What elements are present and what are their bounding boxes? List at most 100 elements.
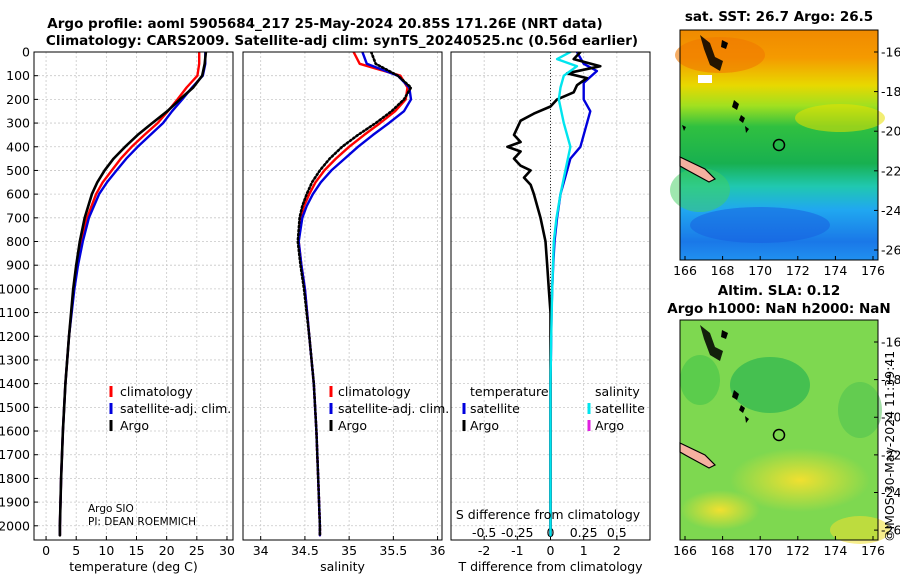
series-line-argo: [296, 52, 413, 537]
x-tick-label: -2: [478, 543, 490, 558]
x-tick-label: 5: [72, 543, 80, 558]
legend-satellite-label: satellite-adj. clim.: [120, 401, 231, 416]
map-y-tick-label: -22: [881, 447, 900, 462]
x-tick-label: -1: [511, 543, 523, 558]
salinity-x-axis-label: salinity: [320, 559, 365, 574]
difference-frame: [450, 51, 651, 541]
annotation-pi: PI: DEAN ROEMMICH: [88, 516, 196, 528]
sla-map-frame: [679, 319, 879, 541]
salinity-panel: 34 34.5 35 35.5 36 salinity: [242, 51, 446, 574]
map-y-tick-label: -26: [881, 523, 900, 538]
sst-map: [670, 30, 885, 260]
chart-title-line1: Argo profile: aoml 5905684_217 25-May-20…: [47, 16, 602, 32]
temperature-frame: [33, 51, 234, 541]
map-x-tick-label: 174: [823, 263, 847, 278]
y-tick-label: 900: [6, 258, 30, 273]
y-tick-label: 1800: [0, 471, 30, 486]
temperature-legend: climatology satellite-adj. clim. Argo: [109, 384, 231, 433]
x-tick-label: 0: [547, 543, 555, 558]
y-tick-label: 2000: [0, 518, 30, 533]
top-tick-label: 0.25: [570, 525, 598, 540]
map-y-tick-label: -24: [881, 485, 900, 500]
top-tick-label: 0.5: [607, 525, 627, 540]
temperature-panel: 0 5 10 15 20 25 30 temperature (deg C): [33, 51, 235, 574]
legend-sal-argo-label: Argo: [595, 418, 624, 433]
map-y-tick-label: -24: [881, 203, 900, 218]
map-x-tick-label: 170: [748, 263, 772, 278]
sla-map: [679, 320, 890, 544]
y-tick-label: 1500: [0, 400, 30, 415]
annotation-argo-sio: Argo SIO: [88, 503, 134, 515]
x-tick-label: 20: [159, 543, 175, 558]
x-tick-label: 2: [613, 543, 621, 558]
map-x-tick-label: 172: [786, 543, 810, 558]
legend-salinity-title: salinity: [595, 384, 640, 399]
legend-climatology-label: climatology: [338, 384, 411, 399]
sla-map-title-line2: Argo h1000: NaN h2000: NaN: [667, 301, 890, 317]
legend-temperature-title: temperature: [470, 384, 549, 399]
y-tick-label: 200: [6, 92, 30, 107]
legend-argo-label: Argo: [120, 418, 149, 433]
chart-title-line2: Climatology: CARS2009. Satellite-adj cli…: [46, 33, 638, 49]
x-tick-label: 10: [98, 543, 114, 558]
y-tick-label: 1000: [0, 281, 30, 296]
y-tick-label: 1600: [0, 424, 30, 439]
sla-argo-position-marker: [772, 428, 786, 442]
map-y-tick-label: -20: [881, 124, 900, 139]
x-tick-label: 1: [580, 543, 588, 558]
y-tick-label: 400: [6, 139, 30, 154]
legend-climatology-label: climatology: [120, 384, 193, 399]
series-line-argo: [58, 52, 208, 537]
map-x-tick-label: 176: [861, 543, 885, 558]
y-tick-label: 1400: [0, 376, 30, 391]
map-x-tick-label: 168: [711, 263, 735, 278]
top-tick-label: -0.5: [472, 525, 496, 540]
map-x-tick-label: 172: [786, 263, 810, 278]
legend-sal-satellite-label: satellite: [595, 401, 645, 416]
map-x-tick-label: 166: [673, 543, 697, 558]
difference-top-axis-label: S difference from climatology: [456, 507, 641, 522]
x-tick-label: 35: [341, 543, 357, 558]
x-tick-label: 36: [430, 543, 446, 558]
y-tick-label: 0: [22, 45, 30, 60]
map-y-tick-label: -26: [881, 243, 900, 258]
difference-panel: -2 -1 0 1 2-0.5 -0.25 0 0.25 0.5T difference fro…: [450, 51, 651, 574]
sla-map-title-line1: Altim. SLA: 0.12: [718, 283, 840, 299]
map-y-tick-label: -18: [881, 84, 900, 99]
y-tick-label: 1700: [0, 447, 30, 462]
legend-satellite-label: satellite-adj. clim.: [338, 401, 449, 416]
x-tick-label: 0: [42, 543, 50, 558]
map-y-tick-label: -18: [881, 372, 900, 387]
salinity-frame: [242, 51, 443, 541]
y-tick-label: 500: [6, 163, 30, 178]
map-x-tick-label: 170: [748, 543, 772, 558]
map-x-tick-label: 168: [711, 543, 735, 558]
sst-argo-position-marker: [772, 138, 786, 152]
difference-x-axis-label: T difference from climatology: [457, 559, 643, 574]
legend-temp-argo-label: Argo: [470, 418, 499, 433]
map-y-tick-label: -22: [881, 163, 900, 178]
y-tick-label: 600: [6, 187, 30, 202]
y-tick-label: 800: [6, 234, 30, 249]
y-tick-label: 300: [6, 116, 30, 131]
y-tick-label: 1300: [0, 352, 30, 367]
y-tick-label: 1200: [0, 329, 30, 344]
map-x-tick-label: 174: [823, 543, 847, 558]
x-tick-label: 35.5: [379, 543, 407, 558]
x-tick-label: 30: [219, 543, 235, 558]
x-tick-label: 34.5: [291, 543, 319, 558]
map-y-tick-label: -16: [881, 335, 900, 350]
map-x-tick-label: 176: [861, 263, 885, 278]
legend-temp-satellite-label: satellite: [470, 401, 520, 416]
y-tick-label: 1100: [0, 305, 30, 320]
map-y-tick-label: -16: [881, 45, 900, 60]
legend-argo-label: Argo: [338, 418, 367, 433]
y-tick-label: 1900: [0, 495, 30, 510]
x-tick-label: 25: [189, 543, 205, 558]
map-x-tick-label: 166: [673, 263, 697, 278]
footer-timestamp: ©IMOS 30-May-2024 11:39:41: [882, 351, 897, 542]
sst-map-frame: [679, 29, 879, 261]
y-tick-label: 100: [6, 68, 30, 83]
